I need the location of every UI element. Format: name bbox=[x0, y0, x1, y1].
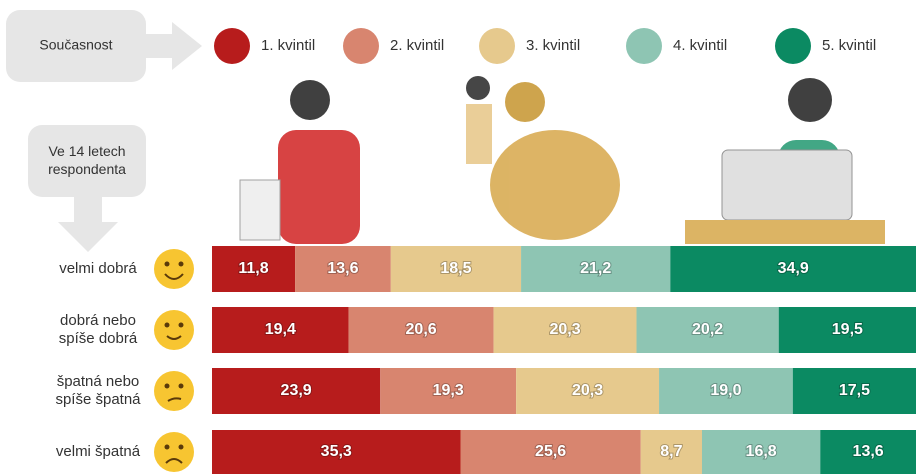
legend-label: 2. kvintil bbox=[390, 37, 444, 54]
data-label: 17,5 bbox=[839, 382, 870, 399]
legend-label: 4. kvintil bbox=[673, 37, 727, 54]
legend-label: 3. kvintil bbox=[526, 37, 580, 54]
bar-segment bbox=[212, 307, 349, 353]
bar-segment bbox=[701, 430, 821, 474]
data-label: 19,4 bbox=[265, 321, 296, 338]
data-label: 35,3 bbox=[321, 443, 352, 460]
data-label: 18,5 bbox=[440, 260, 471, 277]
bar-segment bbox=[212, 430, 461, 474]
arrow-down bbox=[58, 197, 118, 252]
bar-segment bbox=[212, 368, 381, 414]
bar-segment bbox=[670, 246, 916, 292]
data-label: 34,9 bbox=[778, 260, 809, 277]
legend-swatch bbox=[479, 28, 515, 64]
bar-segment bbox=[778, 307, 916, 353]
bar-segment bbox=[212, 246, 296, 292]
emoji bbox=[154, 249, 194, 289]
legend-swatch bbox=[775, 28, 811, 64]
bar-segment bbox=[390, 246, 522, 292]
legend-label: 1. kvintil bbox=[261, 37, 315, 54]
data-label: 13,6 bbox=[327, 260, 358, 277]
emoji bbox=[154, 310, 194, 350]
data-label: 11,8 bbox=[238, 260, 268, 277]
bar-segment bbox=[521, 246, 671, 292]
data-label: 19,3 bbox=[433, 382, 464, 399]
bar-segment bbox=[659, 368, 793, 414]
data-label: 25,6 bbox=[535, 443, 566, 460]
legend-swatch bbox=[626, 28, 662, 64]
emoji-eye bbox=[164, 383, 170, 389]
emoji-mouth bbox=[167, 397, 182, 402]
bar-segment bbox=[636, 307, 779, 353]
y-tick-label: špatná nebo spíše špatná bbox=[55, 373, 141, 408]
data-label: 8,7 bbox=[660, 443, 682, 460]
bar-segment bbox=[516, 368, 660, 414]
y-tick-label: velmi dobrá bbox=[59, 260, 137, 277]
legend-box bbox=[6, 10, 146, 82]
data-label: 20,2 bbox=[692, 321, 723, 338]
legend-swatch bbox=[343, 28, 379, 64]
ylabel-box bbox=[28, 125, 146, 197]
y-tick-label: velmi špatná bbox=[56, 443, 141, 460]
bar-segment bbox=[460, 430, 641, 474]
emoji-eye bbox=[164, 322, 170, 328]
data-label: 23,9 bbox=[281, 382, 312, 399]
bar-segment bbox=[493, 307, 637, 353]
data-label: 20,6 bbox=[406, 321, 437, 338]
data-label: 13,6 bbox=[853, 443, 884, 460]
emoji-eye bbox=[178, 261, 184, 267]
data-label: 16,8 bbox=[746, 443, 777, 460]
data-label: 21,2 bbox=[580, 260, 611, 277]
emoji-eye bbox=[164, 444, 170, 450]
emoji-eye bbox=[178, 444, 184, 450]
data-label: 20,3 bbox=[549, 321, 580, 338]
emoji-mouth bbox=[165, 458, 183, 464]
legend-label: 5. kvintil bbox=[822, 37, 876, 54]
data-label: 20,3 bbox=[572, 382, 603, 399]
bar-segment bbox=[820, 430, 916, 474]
illustrations bbox=[239, 76, 885, 244]
emoji bbox=[154, 432, 194, 472]
data-label: 19,0 bbox=[710, 382, 741, 399]
bar-segment bbox=[295, 246, 391, 292]
legend-swatch bbox=[214, 28, 250, 64]
bar-segment bbox=[348, 307, 494, 353]
bar-segment bbox=[792, 368, 916, 414]
bar-segment bbox=[380, 368, 517, 414]
emoji-eye bbox=[178, 322, 184, 328]
y-axis-label: Ve 14 letech respondenta bbox=[48, 143, 126, 177]
emoji-mouth bbox=[164, 273, 184, 280]
emoji-eye bbox=[178, 383, 184, 389]
emoji bbox=[154, 371, 194, 411]
y-tick-label: dobrá nebo spíše dobrá bbox=[59, 312, 138, 347]
emoji-mouth bbox=[166, 335, 182, 340]
legend-title: Současnost bbox=[39, 37, 112, 53]
bar-segment bbox=[640, 430, 702, 474]
arrow-right bbox=[146, 22, 202, 70]
data-label: 19,5 bbox=[832, 321, 863, 338]
emoji-eye bbox=[164, 261, 170, 267]
